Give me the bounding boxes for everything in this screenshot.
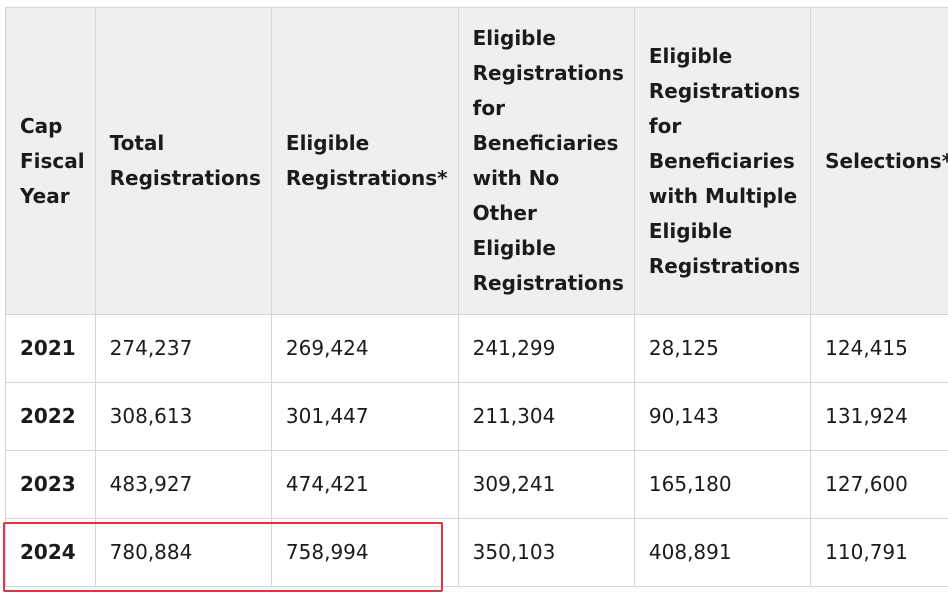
cell-total: 483,927 (94, 450, 272, 519)
header-row: Cap Fiscal Year Total Registrations Elig… (5, 7, 948, 315)
table-row: 2024 780,884 758,994 350,103 408,891 110… (5, 518, 948, 587)
cell-eligible: 269,424 (270, 314, 459, 383)
cell-no-other: 241,299 (457, 314, 635, 383)
cell-multiple: 165,180 (633, 450, 812, 519)
cell-no-other: 309,241 (457, 450, 635, 519)
cell-selections: 127,600 (810, 450, 948, 519)
cell-year: 2023 (5, 450, 96, 519)
cell-no-other: 211,304 (457, 382, 635, 451)
cell-multiple: 90,143 (633, 382, 812, 451)
table-row: 2023 483,927 474,421 309,241 165,180 127… (5, 450, 948, 519)
cell-selections: 110,791 (810, 518, 948, 587)
cell-year: 2021 (5, 314, 96, 383)
header-eligible-no-other: Eligible Registrations for Beneficiaries… (457, 7, 635, 315)
header-eligible-registrations: Eligible Registrations* (270, 7, 459, 315)
cell-year: 2022 (5, 382, 96, 451)
header-eligible-multiple: Eligible Registrations for Beneficiaries… (633, 7, 812, 315)
registrations-table: Cap Fiscal Year Total Registrations Elig… (5, 7, 948, 587)
cell-selections: 131,924 (810, 382, 948, 451)
cell-multiple: 28,125 (633, 314, 812, 383)
cell-eligible: 474,421 (270, 450, 459, 519)
cell-selections: 124,415 (810, 314, 948, 383)
cell-multiple: 408,891 (633, 518, 812, 587)
cell-no-other: 350,103 (457, 518, 635, 587)
cell-year: 2024 (5, 518, 96, 587)
table-row: 2022 308,613 301,447 211,304 90,143 131,… (5, 382, 948, 451)
cell-eligible: 758,994 (270, 518, 459, 587)
cell-eligible: 301,447 (270, 382, 459, 451)
header-total-registrations: Total Registrations (94, 7, 272, 315)
header-selections: Selections** (810, 7, 948, 315)
cell-total: 780,884 (94, 518, 272, 587)
header-cap-fiscal-year: Cap Fiscal Year (5, 7, 96, 315)
cell-total: 308,613 (94, 382, 272, 451)
cell-total: 274,237 (94, 314, 272, 383)
table-row: 2021 274,237 269,424 241,299 28,125 124,… (5, 314, 948, 383)
